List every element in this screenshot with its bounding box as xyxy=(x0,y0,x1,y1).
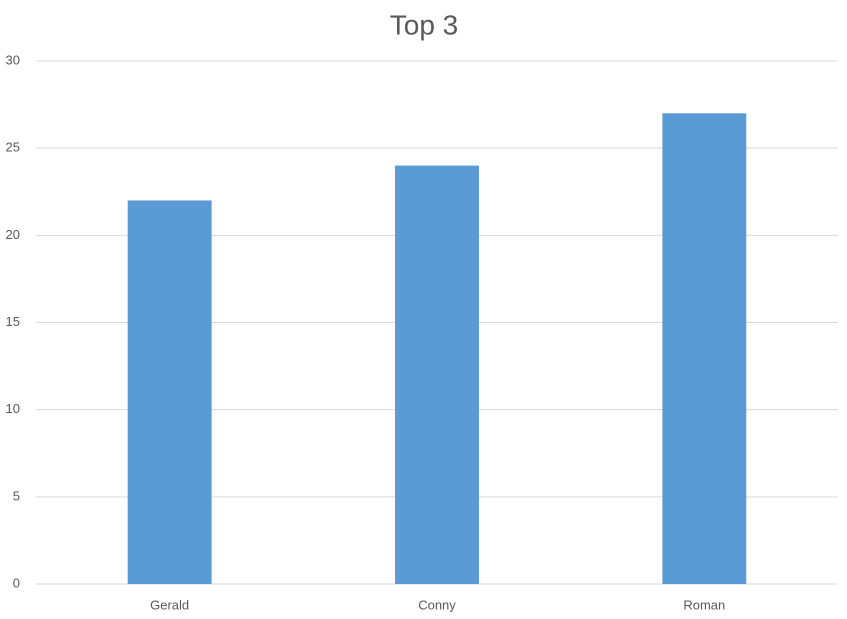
y-tick-label: 20 xyxy=(6,227,20,242)
y-tick-label: 25 xyxy=(6,140,20,155)
x-tick-label: Conny xyxy=(418,597,456,612)
chart-title: Top 3 xyxy=(390,9,459,40)
bar xyxy=(662,113,747,585)
bar xyxy=(395,165,479,584)
x-tick-label: Roman xyxy=(683,597,725,612)
y-tick-label: 10 xyxy=(6,401,20,416)
x-tick-label: Gerald xyxy=(150,597,189,612)
y-tick-label: 15 xyxy=(6,314,20,329)
y-tick-label: 0 xyxy=(13,575,20,590)
y-tick-label: 30 xyxy=(6,52,20,67)
bar xyxy=(127,200,212,584)
y-tick-label: 5 xyxy=(13,488,20,503)
